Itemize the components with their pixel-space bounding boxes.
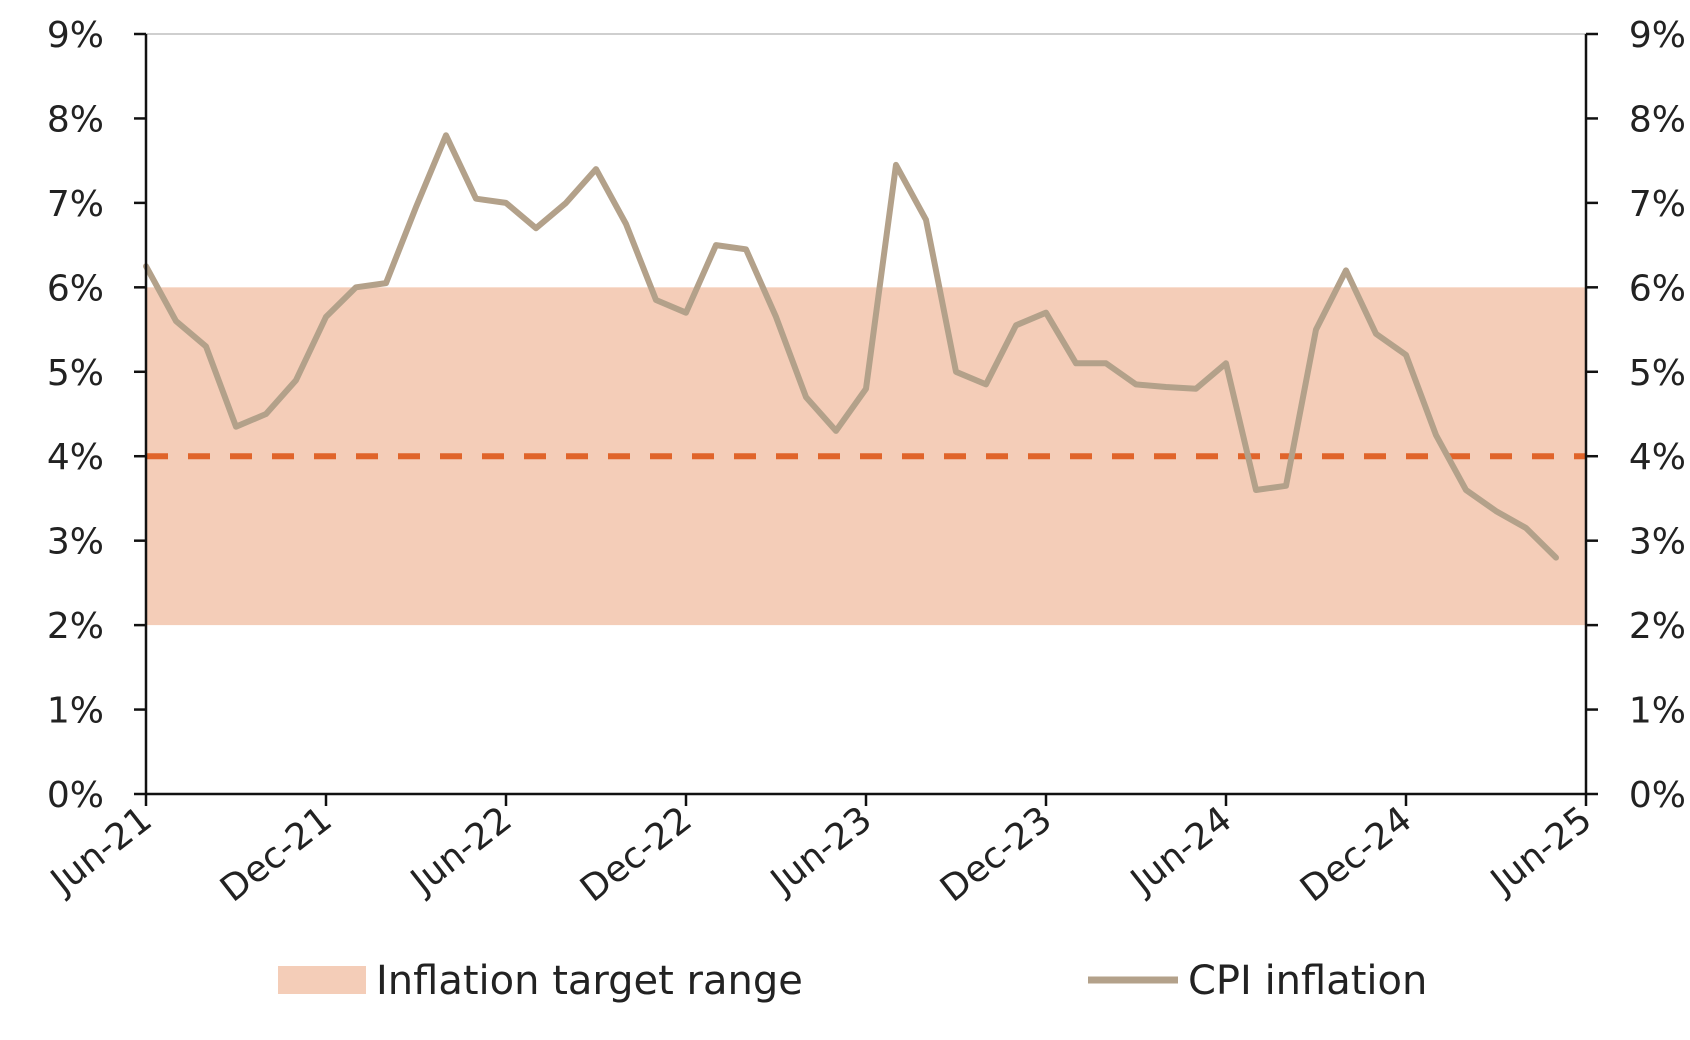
y-tick-label-left: 2%: [47, 606, 104, 647]
y-tick-label-right: 7%: [1629, 184, 1686, 225]
y-tick-label-right: 1%: [1629, 691, 1686, 732]
y-tick-label-left: 4%: [47, 437, 104, 478]
x-tick-label: Jun-24: [1122, 799, 1239, 903]
y-tick-label-left: 9%: [47, 15, 104, 56]
y-tick-label-left: 1%: [47, 691, 104, 732]
x-tick-label: Dec-23: [933, 799, 1059, 910]
y-tick-label-left: 3%: [47, 522, 104, 563]
legend-label-target-range: Inflation target range: [376, 958, 803, 1004]
y-tick-label-right: 6%: [1629, 268, 1686, 309]
y-tick-label-right: 9%: [1629, 15, 1686, 56]
legend: Inflation target range CPI inflation: [278, 958, 1427, 1004]
y-tick-label-right: 5%: [1629, 353, 1686, 394]
y-tick-label-right: 4%: [1629, 437, 1686, 478]
y-tick-label-left: 7%: [47, 184, 104, 225]
x-tick-label: Jun-23: [762, 799, 879, 903]
x-tick-label: Dec-24: [1293, 799, 1419, 910]
y-tick-label-left: 0%: [47, 775, 104, 816]
y-tick-label-left: 5%: [47, 353, 104, 394]
y-tick-label-right: 2%: [1629, 606, 1686, 647]
y-tick-label-right: 8%: [1629, 99, 1686, 140]
y-tick-label-left: 6%: [47, 268, 104, 309]
y-tick-label-right: 0%: [1629, 775, 1686, 816]
cpi-inflation-line: [143, 132, 1559, 561]
y-tick-label-right: 3%: [1629, 522, 1686, 563]
x-tick-label: Jun-25: [1482, 799, 1599, 903]
x-tick-label: Dec-22: [573, 799, 699, 910]
y-tick-label-left: 8%: [47, 99, 104, 140]
x-tick-label: Dec-21: [213, 799, 339, 910]
legend-label-cpi-inflation: CPI inflation: [1188, 958, 1427, 1004]
x-tick-label: Jun-22: [402, 799, 519, 903]
legend-swatch-target-range: [278, 966, 366, 994]
